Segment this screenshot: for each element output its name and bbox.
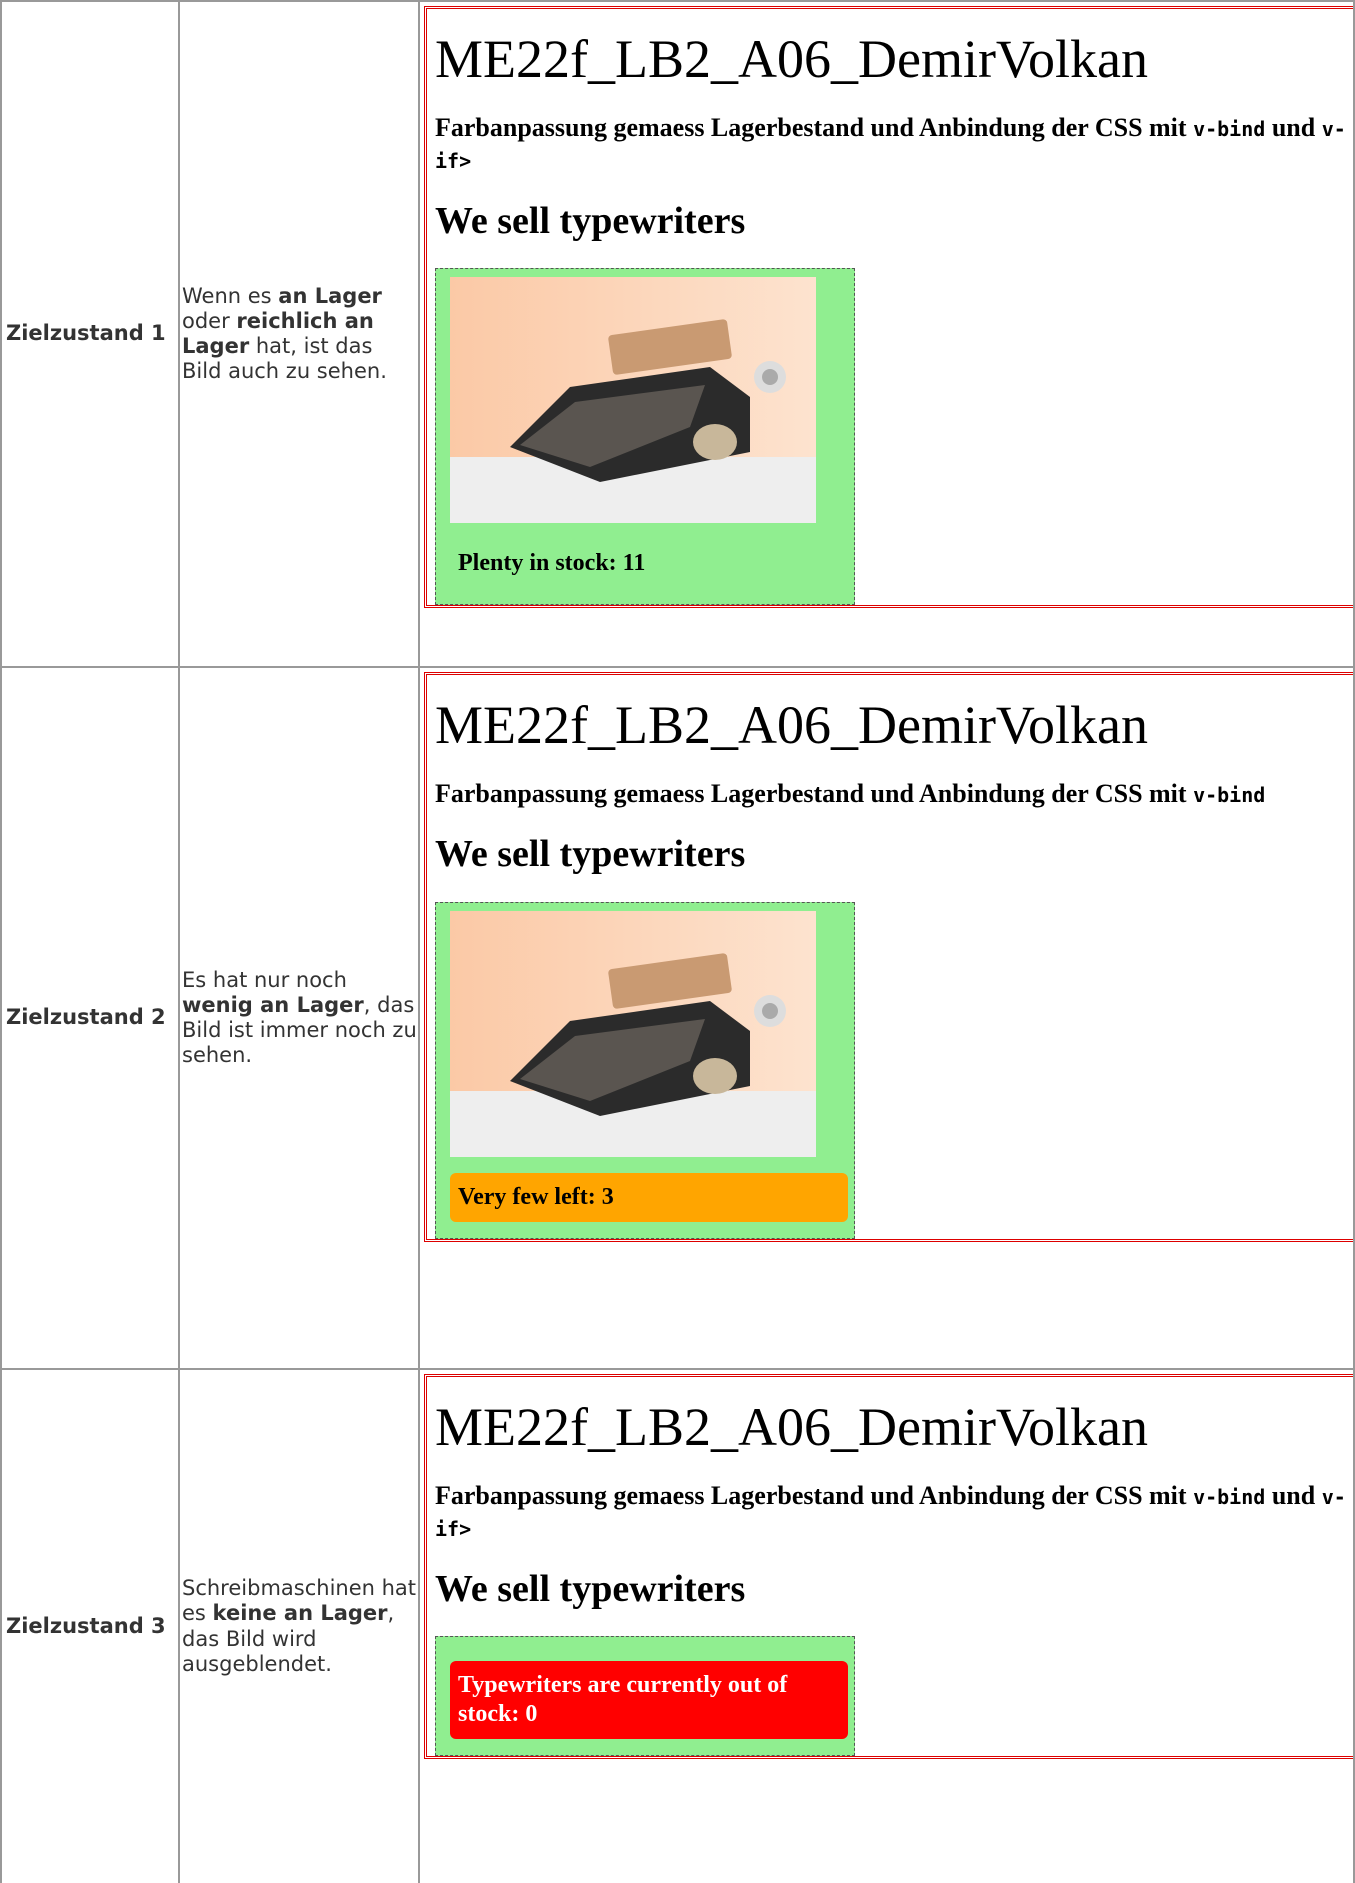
app-screenshot: ME22f_LB2_A06_DemirVolkan Farbanpassung g… — [418, 666, 1355, 1370]
code-text: v-bind — [1193, 782, 1266, 807]
app-title: ME22f_LB2_A06_DemirVolkan — [435, 695, 1148, 755]
bold-text: reichlich an Lager — [182, 308, 374, 358]
text: Farbanpassung gemaess Lagerbestand und A… — [435, 1480, 1194, 1510]
bold-text: keine an Lager — [212, 1601, 388, 1626]
stock-status: Very few left: 3 — [450, 1172, 848, 1222]
app-title: ME22f_LB2_A06_DemirVolkan — [435, 29, 1148, 89]
code-text: v-if> — [435, 1484, 1346, 1542]
text: Wenn es — [182, 283, 279, 308]
app-heading: We sell typewriters — [435, 833, 746, 876]
stock-status: Typewriters are currently out of stock: … — [450, 1661, 848, 1739]
text: oder — [182, 308, 237, 333]
app-screenshot: ME22f_LB2_A06_DemirVolkan Farbanpassung g… — [418, 0, 1355, 668]
text: und — [1265, 112, 1322, 142]
product-box: Typewriters are currently out of stock: … — [435, 1636, 855, 1756]
code-text: v-bind — [1193, 1484, 1266, 1509]
app-frame: ME22f_LB2_A06_DemirVolkan Farbanpassung g… — [424, 6, 1353, 609]
product-box: Very few left: 3 — [435, 901, 855, 1239]
text: Farbanpassung gemaess Lagerbestand und A… — [435, 778, 1194, 808]
state-label: Zielzustand 2 — [0, 666, 180, 1370]
product-box: Plenty in stock: 11 — [435, 268, 855, 606]
table-row: Zielzustand 3 Schreibmaschinen hat es kei… — [0, 1368, 1355, 1883]
state-description: Schreibmaschinen hat es keine an Lager, … — [178, 1368, 420, 1883]
state-label: Zielzustand 3 — [0, 1368, 180, 1883]
app-heading: We sell typewriters — [435, 1567, 746, 1610]
text: , das Bild ist immer noch zu sehen. — [182, 992, 417, 1068]
stock-status: Plenty in stock: 11 — [458, 550, 646, 577]
app-heading: We sell typewriters — [435, 199, 746, 242]
code-text: v-if> — [435, 116, 1346, 174]
text: Schreibmaschinen hat es — [182, 1576, 417, 1626]
text: hat, ist das Bild auch zu sehen. — [182, 334, 387, 384]
typewriter-image — [450, 277, 816, 524]
code-text: v-bind — [1193, 116, 1266, 141]
table-row: Zielzustand 1 Wenn es an Lager oder reich… — [0, 0, 1355, 668]
bold-text: an Lager — [278, 283, 382, 308]
state-description: Es hat nur noch wenig an Lager, das Bild… — [178, 666, 420, 1370]
text: , das Bild wird ausgeblendet. — [182, 1601, 395, 1676]
app-frame: ME22f_LB2_A06_DemirVolkan Farbanpassung g… — [424, 672, 1353, 1242]
bold-text: wenig an Lager — [182, 992, 364, 1017]
app-subtitle: Farbanpassung gemaess Lagerbestand und A… — [435, 778, 1353, 811]
table-row: Zielzustand 2 Es hat nur noch wenig an La… — [0, 666, 1355, 1370]
app-subtitle: Farbanpassung gemaess Lagerbestand und A… — [435, 112, 1353, 177]
app-frame: ME22f_LB2_A06_DemirVolkan Farbanpassung g… — [424, 1374, 1353, 1759]
text: Es hat nur noch — [182, 967, 347, 992]
text: und — [1265, 1480, 1322, 1510]
state-label: Zielzustand 1 — [0, 0, 180, 668]
typewriter-image — [450, 910, 816, 1157]
app-title: ME22f_LB2_A06_DemirVolkan — [435, 1397, 1148, 1457]
state-description: Wenn es an Lager oder reichlich an Lager… — [178, 0, 420, 668]
text: Farbanpassung gemaess Lagerbestand und A… — [435, 112, 1194, 142]
app-screenshot: ME22f_LB2_A06_DemirVolkan Farbanpassung g… — [418, 1368, 1355, 1883]
app-subtitle: Farbanpassung gemaess Lagerbestand und A… — [435, 1480, 1353, 1545]
